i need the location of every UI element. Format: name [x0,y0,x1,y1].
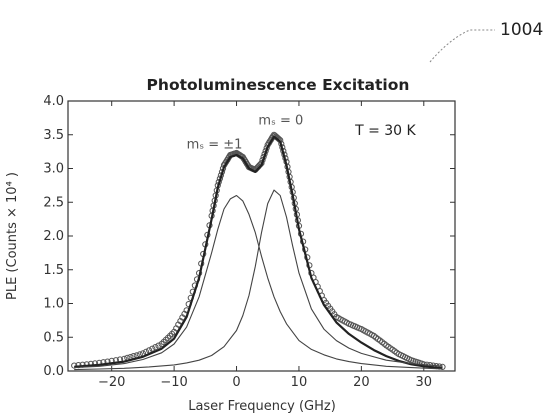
axis-ticks: −20 −10 0 10 20 30 0.0 0.5 1.0 1.5 2.0 2.5 3.0 3.5 4.0 [43,94,455,390]
data-point [152,344,159,351]
x-axis-label: Laser Frequency (GHz) [188,399,336,414]
x-tick-label: −10 [160,375,187,390]
series-3 [74,189,443,371]
x-tick-label: 20 [353,375,370,390]
y-tick-label: 3.0 [43,162,64,177]
annotation-1: mₛ = 0 [258,114,303,129]
series-1 [74,135,443,370]
x-tick-label: 0 [232,375,240,390]
data-point [166,332,174,339]
series-2 [74,194,443,370]
reference-number: 1004 [500,20,543,40]
y-tick-label: 3.5 [43,128,64,143]
reference-leader-line [429,29,495,63]
chart-annotations: mₛ = ±1 mₛ = 0 T = 30 K [187,114,417,153]
series-0 [71,131,446,370]
data-series [71,131,446,371]
y-tick-label: 0.0 [43,364,64,379]
x-tick-label: 10 [291,375,308,390]
y-tick-label: 1.5 [43,263,64,278]
fit-line [74,135,443,370]
annotation-2: T = 30 K [354,123,416,139]
data-point [146,347,153,354]
y-tick-label: 0.5 [43,330,64,345]
data-point [149,345,156,352]
y-axis-label: PLE (Counts × 10⁴ ) [5,172,20,300]
component-line [74,189,443,371]
y-tick-label: 4.0 [43,94,64,109]
component-line [74,194,443,370]
chart-title: Photoluminescence Excitation [147,76,410,94]
plot-frame [67,100,456,372]
data-point [439,363,446,370]
y-tick-label: 2.0 [43,229,64,244]
data-point [155,342,162,349]
y-tick-label: 2.5 [43,195,64,210]
x-tick-label: −20 [98,375,125,390]
x-tick-label: 30 [416,375,433,390]
annotation-0: mₛ = ±1 [187,137,243,152]
y-tick-label: 1.0 [43,297,64,312]
